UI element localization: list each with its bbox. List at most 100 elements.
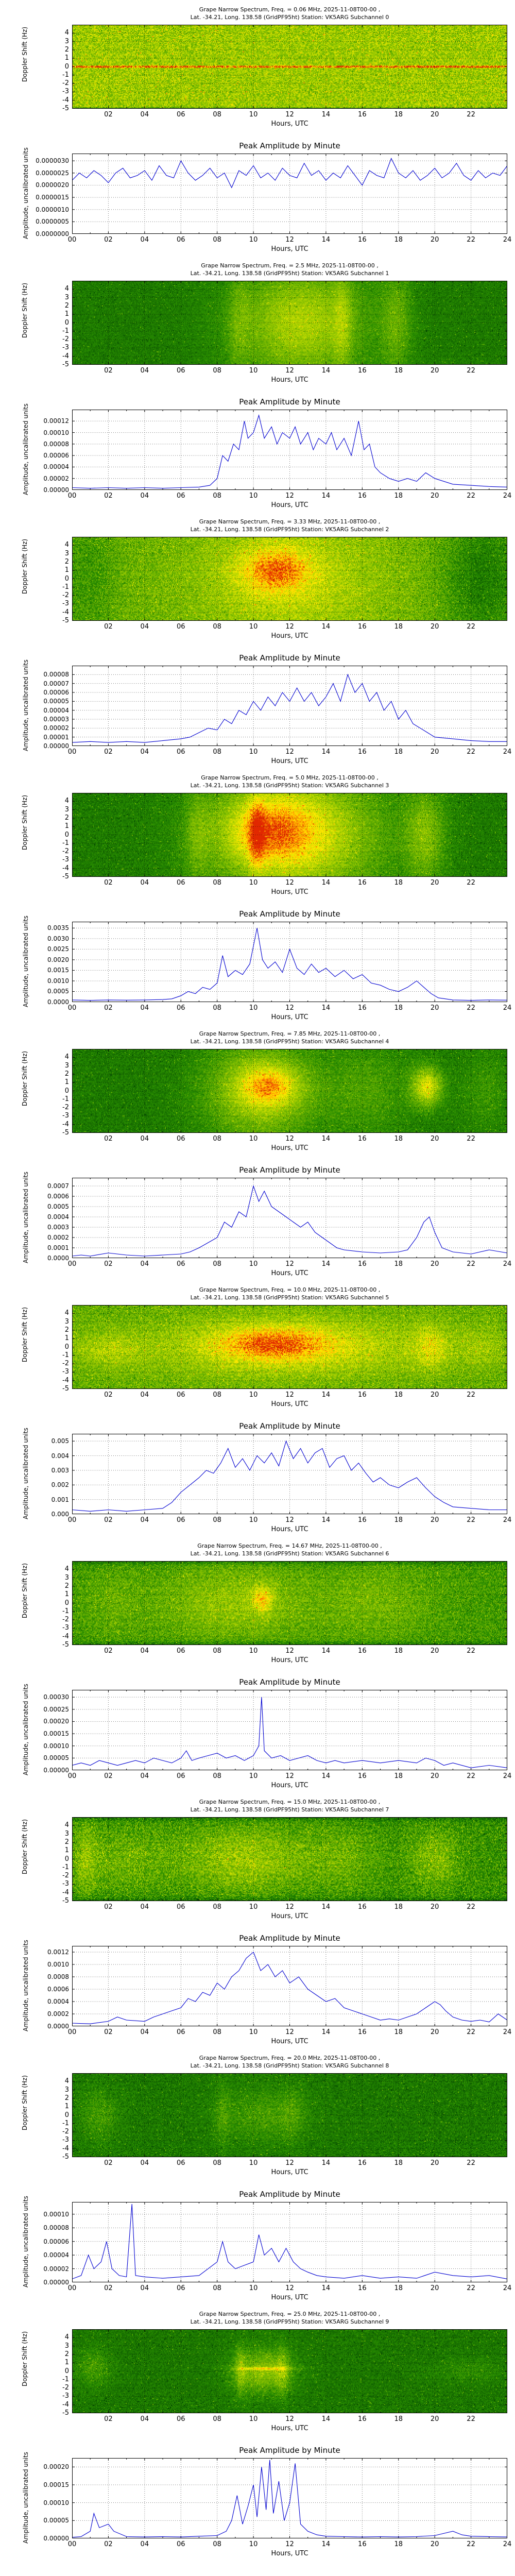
amplitude-xtick-label: 14 — [321, 236, 331, 244]
spectrogram-plot — [72, 1049, 507, 1133]
spectrogram-ytick-label: 4 — [64, 285, 69, 293]
spectrogram-xtick-label: 18 — [394, 367, 403, 375]
spectrogram-ytick-label: -5 — [62, 361, 69, 368]
plot-frame — [72, 1049, 507, 1133]
spectrogram-xtick-label: 20 — [430, 1135, 439, 1143]
amplitude-xtick-label: 04 — [140, 1260, 149, 1268]
spectrogram-xtick-label: 06 — [176, 623, 185, 631]
amplitude-xtick-label: 20 — [430, 236, 439, 244]
spectrogram-title-line2: Lat. -34.21, Long. 138.58 (GridPF95ht) S… — [190, 14, 389, 21]
amplitude-plot — [72, 666, 507, 746]
spectrogram-ytick-label: 2 — [64, 1070, 69, 1078]
amplitude-plot — [72, 1178, 507, 1258]
spectrogram-xtick-label: 18 — [394, 2415, 403, 2423]
amplitude-xtick-label: 04 — [140, 748, 149, 756]
spectrogram-xtick-label: 04 — [140, 623, 149, 631]
amplitude-xtick-label: 08 — [213, 2284, 221, 2292]
amplitude-line-chart — [72, 1178, 507, 1258]
spectrogram-ytick-label: -2 — [62, 1104, 69, 1112]
figure-subchannel-8: Grape Narrow Spectrum, Freq. = 20.0 MHz,… — [0, 2053, 515, 2309]
amplitude-ytick-label: 0.001 — [51, 1496, 69, 1503]
spectrogram-xtick-label: 20 — [430, 623, 439, 631]
spectrogram-ytick-label: -2 — [62, 1872, 69, 1880]
spectrogram-xtick-label: 18 — [394, 111, 403, 118]
spectrogram-ytick-label: 3 — [64, 1061, 69, 1070]
amplitude-xtick-label: 04 — [140, 236, 149, 244]
spectrogram-ytick-label: -5 — [62, 617, 69, 624]
spectrogram-ytick-label: 1 — [64, 2359, 69, 2367]
amplitude-ytick-label: 0.00006 — [43, 689, 69, 696]
amplitude-ytick-label: 0.00000 — [43, 1767, 69, 1774]
amplitude-ytick-label: 0.000 — [51, 1511, 69, 1518]
spectrogram-ylabel: Doppler Shift (Hz) — [21, 26, 28, 82]
amplitude-ylabel: Amplitude, uncalibrated units — [22, 916, 29, 1007]
amplitude-ytick-label: 0.0000 — [47, 998, 69, 1006]
amplitude-xtick-label: 22 — [467, 1004, 475, 1012]
spectrogram-ylabel: Doppler Shift (Hz) — [21, 794, 28, 850]
spectrogram-xtick-label: 16 — [358, 1391, 367, 1399]
spectrogram-xtick-label: 14 — [321, 623, 331, 631]
spectrogram-ytick-label: -3 — [62, 1112, 69, 1120]
spectrogram-title-line2: Lat. -34.21, Long. 138.58 (GridPF95ht) S… — [190, 270, 389, 277]
amplitude-xtick-label: 08 — [213, 1260, 221, 1268]
amplitude-xtick-label: 02 — [104, 748, 113, 756]
spectrogram-xtick-label: 12 — [285, 1391, 294, 1399]
spectrogram-xtick-label: 08 — [213, 1647, 221, 1655]
figure-subchannel-2: Grape Narrow Spectrum, Freq. = 3.33 MHz,… — [0, 516, 515, 772]
amplitude-xtick-label: 02 — [104, 236, 113, 244]
amplitude-ytick-label: 0.0000 — [47, 2023, 69, 2030]
amplitude-xtick-label: 16 — [358, 1772, 367, 1780]
amplitude-ytick-label: 0.0025 — [47, 945, 69, 953]
spectrogram-xtick-label: 18 — [394, 1647, 403, 1655]
spectrogram-plot — [72, 2329, 507, 2413]
spectrogram-xtick-label: 10 — [249, 1647, 258, 1655]
spectrogram-xlabel: Hours, UTC — [271, 1400, 308, 1408]
amplitude-xtick-label: 02 — [104, 2284, 113, 2292]
amplitude-line-chart — [72, 154, 507, 234]
amplitude-ytick-label: 0.005 — [51, 1437, 69, 1445]
amplitude-series-line — [72, 928, 507, 1001]
spectrogram-ytick-label: 2 — [64, 2350, 69, 2358]
amplitude-ytick-label: 0.00008 — [43, 440, 69, 448]
amplitude-ytick-label: 0.00030 — [43, 1693, 69, 1701]
amplitude-xtick-label: 14 — [321, 2284, 331, 2292]
amplitude-series-line — [72, 158, 507, 189]
amplitude-xtick-label: 14 — [321, 492, 331, 500]
amplitude-xtick-label: 18 — [394, 1260, 403, 1268]
spectrogram-xtick-label: 10 — [249, 1391, 258, 1399]
spectrogram-xlabel: Hours, UTC — [271, 2168, 308, 2176]
amplitude-xtick-label: 08 — [213, 236, 221, 244]
plot-frame — [72, 793, 507, 877]
spectrogram-xtick-label: 14 — [321, 1391, 331, 1399]
spectrogram-xtick-label: 18 — [394, 1135, 403, 1143]
spectrogram-xtick-label: 12 — [285, 1903, 294, 1911]
figure-subchannel-6: Grape Narrow Spectrum, Freq. = 14.67 MHz… — [0, 1540, 515, 1797]
amplitude-xtick-label: 12 — [285, 2028, 294, 2036]
amplitude-ytick-label: 0.002 — [51, 1481, 69, 1489]
amplitude-title: Peak Amplitude by Minute — [239, 2446, 340, 2455]
amplitude-xtick-label: 20 — [430, 2540, 439, 2548]
amplitude-xtick-label: 06 — [176, 1260, 185, 1268]
spectrogram-xtick-label: 16 — [358, 367, 367, 375]
amplitude-ytick-label: 0.004 — [51, 1452, 69, 1460]
amplitude-xtick-label: 02 — [104, 1516, 113, 1524]
amplitude-xtick-label: 08 — [213, 748, 221, 756]
spectrogram-grid-overlay — [72, 1305, 507, 1389]
amplitude-xlabel: Hours, UTC — [271, 1269, 308, 1277]
spectrogram-ytick-label: 4 — [64, 2333, 69, 2342]
spectrogram-ytick-label: 1 — [64, 1078, 69, 1087]
spectrogram-title-line2: Lat. -34.21, Long. 138.58 (GridPF95ht) S… — [190, 1294, 389, 1301]
amplitude-ytick-label: 0.00001 — [43, 733, 69, 741]
amplitude-xtick-label: 08 — [213, 492, 221, 500]
amplitude-xtick-label: 18 — [394, 748, 403, 756]
amplitude-xtick-label: 22 — [467, 2540, 475, 2548]
spectrogram-xtick-label: 12 — [285, 879, 294, 887]
amplitude-xtick-label: 24 — [503, 2540, 512, 2548]
spectrogram-xtick-label: 18 — [394, 879, 403, 887]
spectrogram-xtick-label: 02 — [104, 1647, 113, 1655]
spectrogram-xlabel: Hours, UTC — [271, 888, 308, 896]
amplitude-xtick-label: 18 — [394, 492, 403, 500]
amplitude-ytick-label: 0.0035 — [47, 924, 69, 932]
spectrogram-xtick-label: 06 — [176, 879, 185, 887]
amplitude-title: Peak Amplitude by Minute — [239, 141, 340, 150]
